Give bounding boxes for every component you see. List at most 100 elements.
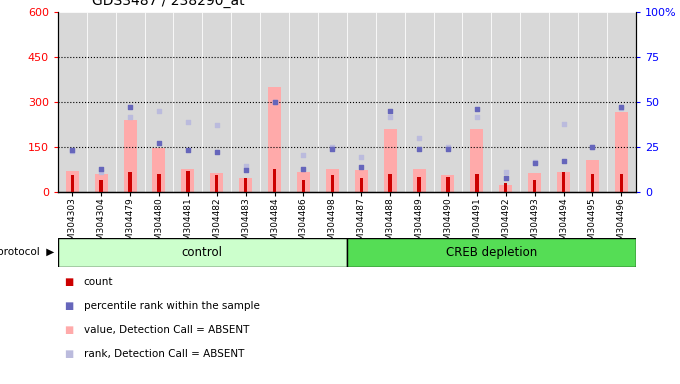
Text: percentile rank within the sample: percentile rank within the sample xyxy=(84,301,260,311)
Text: count: count xyxy=(84,277,113,287)
Point xyxy=(443,146,454,152)
Bar xyxy=(182,169,194,192)
Bar xyxy=(157,174,160,192)
Bar xyxy=(441,175,454,192)
Point xyxy=(154,108,165,114)
Bar xyxy=(330,175,334,192)
Bar xyxy=(210,173,223,192)
Point xyxy=(356,154,367,160)
Bar xyxy=(215,175,218,192)
Point xyxy=(587,144,598,150)
Point xyxy=(616,104,627,110)
Point xyxy=(558,158,569,164)
Bar xyxy=(347,238,636,267)
Bar xyxy=(446,177,449,192)
Point xyxy=(67,147,78,154)
Bar xyxy=(520,12,549,192)
Bar xyxy=(268,87,281,192)
Bar xyxy=(562,172,565,192)
Bar xyxy=(186,171,190,192)
Bar xyxy=(239,177,252,192)
Bar xyxy=(326,169,339,192)
Bar xyxy=(116,12,144,192)
Text: protocol  ▶: protocol ▶ xyxy=(0,247,54,258)
Bar xyxy=(499,185,512,192)
Bar xyxy=(124,120,137,192)
Point xyxy=(413,146,424,152)
Bar xyxy=(504,183,507,192)
Bar xyxy=(347,12,376,192)
Bar xyxy=(231,12,260,192)
Point xyxy=(443,144,454,151)
Text: value, Detection Call = ABSENT: value, Detection Call = ABSENT xyxy=(84,325,249,335)
Point xyxy=(154,140,165,146)
Point xyxy=(298,166,309,172)
Text: ■: ■ xyxy=(65,277,74,287)
Point xyxy=(240,162,251,169)
Point xyxy=(327,144,338,150)
Bar xyxy=(413,169,426,192)
Point xyxy=(471,114,482,120)
Bar xyxy=(355,170,368,192)
Bar xyxy=(388,174,392,192)
Point xyxy=(413,136,424,142)
Bar xyxy=(152,148,165,192)
Point xyxy=(356,164,367,170)
Point xyxy=(96,169,107,175)
Bar xyxy=(384,129,396,192)
Bar xyxy=(591,174,594,192)
Bar xyxy=(129,172,132,192)
Text: ■: ■ xyxy=(65,301,74,311)
Bar xyxy=(528,173,541,192)
Bar xyxy=(273,169,276,192)
Bar xyxy=(318,12,347,192)
Point xyxy=(385,108,396,114)
Bar xyxy=(302,180,305,192)
Point xyxy=(182,119,193,125)
Point xyxy=(124,114,135,121)
Text: ■: ■ xyxy=(65,325,74,335)
Point xyxy=(500,169,511,175)
Bar xyxy=(289,12,318,192)
Point xyxy=(124,104,135,110)
Text: GDS3487 / 238290_at: GDS3487 / 238290_at xyxy=(92,0,244,8)
Point xyxy=(269,99,280,105)
Bar xyxy=(615,112,628,192)
Point xyxy=(558,121,569,127)
Bar xyxy=(533,180,537,192)
Point xyxy=(67,148,78,154)
Point xyxy=(616,105,627,111)
Bar xyxy=(376,12,405,192)
Bar xyxy=(144,12,173,192)
Text: ■: ■ xyxy=(65,349,74,359)
Point xyxy=(587,144,598,151)
Bar xyxy=(471,129,483,192)
Bar xyxy=(58,238,347,267)
Bar xyxy=(434,12,462,192)
Bar xyxy=(260,12,289,192)
Bar xyxy=(203,12,231,192)
Bar xyxy=(71,175,74,192)
Bar xyxy=(95,174,107,192)
Point xyxy=(211,149,222,156)
Text: rank, Detection Call = ABSENT: rank, Detection Call = ABSENT xyxy=(84,349,244,359)
Bar xyxy=(475,174,479,192)
Point xyxy=(471,106,482,112)
Point xyxy=(298,152,309,158)
Bar xyxy=(607,12,636,192)
Point xyxy=(327,146,338,152)
Point xyxy=(211,122,222,128)
Point xyxy=(269,99,280,105)
Text: control: control xyxy=(182,246,223,259)
Point xyxy=(96,166,107,172)
Bar xyxy=(66,171,79,192)
Point xyxy=(385,114,396,121)
Bar xyxy=(492,12,520,192)
Bar xyxy=(578,12,607,192)
Bar xyxy=(360,179,363,192)
Bar xyxy=(99,180,103,192)
Bar xyxy=(244,179,248,192)
Bar xyxy=(462,12,492,192)
Point xyxy=(529,159,540,165)
Bar xyxy=(87,12,116,192)
